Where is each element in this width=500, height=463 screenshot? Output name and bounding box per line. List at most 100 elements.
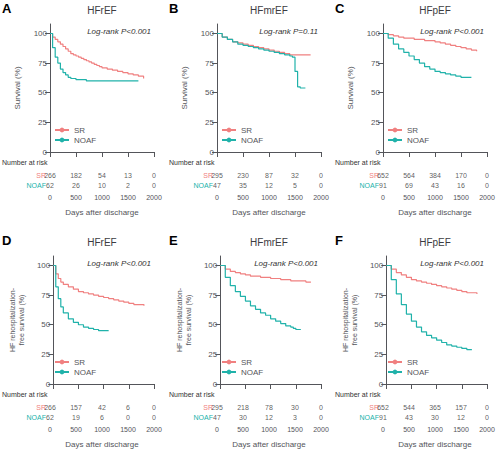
svg-text:91: 91 [379, 182, 387, 189]
svg-text:NOAF: NOAF [193, 413, 212, 420]
svg-text:78: 78 [265, 403, 273, 410]
svg-text:1000: 1000 [261, 194, 277, 201]
svg-text:50: 50 [41, 320, 50, 329]
svg-text:384: 384 [429, 172, 441, 179]
svg-text:182: 182 [70, 172, 82, 179]
svg-text:47: 47 [213, 182, 221, 189]
svg-text:500: 500 [403, 426, 415, 433]
svg-text:69: 69 [405, 182, 413, 189]
svg-text:10: 10 [98, 182, 106, 189]
svg-text:2000: 2000 [146, 194, 162, 201]
svg-text:HFpEF: HFpEF [419, 236, 451, 247]
svg-text:25: 25 [208, 349, 217, 358]
svg-text:1500: 1500 [287, 426, 303, 433]
svg-text:Days after discharge: Days after discharge [399, 208, 473, 217]
svg-text:HF rehospitalization-: HF rehospitalization- [342, 287, 350, 352]
svg-text:HFmrEF: HFmrEF [250, 236, 288, 247]
svg-text:Log-rank P<0.001: Log-rank P<0.001 [254, 258, 318, 267]
svg-text:free survival (%): free survival (%) [185, 294, 193, 345]
svg-text:0: 0 [319, 182, 323, 189]
svg-text:HF rehospitalization-: HF rehospitalization- [176, 287, 184, 352]
svg-text:87: 87 [265, 172, 273, 179]
svg-text:1000: 1000 [261, 426, 277, 433]
svg-text:D: D [2, 233, 11, 248]
svg-text:0: 0 [319, 172, 323, 179]
svg-text:Number at risk: Number at risk [335, 159, 381, 166]
svg-text:500: 500 [70, 194, 82, 201]
svg-text:0: 0 [48, 194, 52, 201]
svg-text:NOAF: NOAF [27, 413, 46, 420]
svg-text:Log-rank P<0.001: Log-rank P<0.001 [421, 258, 485, 267]
svg-text:43: 43 [405, 413, 413, 420]
svg-text:2000: 2000 [480, 426, 496, 433]
svg-text:100: 100 [204, 260, 218, 269]
svg-text:NOAF: NOAF [360, 413, 379, 420]
svg-text:25: 25 [371, 118, 380, 127]
svg-text:62: 62 [46, 413, 54, 420]
svg-text:0: 0 [126, 413, 130, 420]
svg-text:54: 54 [98, 172, 106, 179]
svg-text:652: 652 [377, 403, 389, 410]
svg-text:NOAF: NOAF [241, 367, 263, 376]
svg-text:19: 19 [72, 413, 80, 420]
svg-text:2000: 2000 [313, 194, 329, 201]
svg-text:0: 0 [485, 182, 489, 189]
svg-text:NOAF: NOAF [193, 182, 212, 189]
svg-text:NOAF: NOAF [74, 136, 96, 145]
svg-text:6: 6 [100, 413, 104, 420]
svg-text:30: 30 [239, 413, 247, 420]
svg-text:0: 0 [319, 403, 323, 410]
svg-text:Days after discharge: Days after discharge [65, 208, 139, 217]
svg-text:12: 12 [265, 413, 273, 420]
svg-text:13: 13 [124, 172, 132, 179]
svg-text:30: 30 [291, 403, 299, 410]
svg-text:0: 0 [48, 426, 52, 433]
svg-text:0: 0 [152, 182, 156, 189]
svg-text:F: F [335, 233, 343, 248]
svg-text:Survival (%): Survival (%) [180, 66, 189, 109]
svg-text:B: B [169, 1, 178, 16]
svg-text:0: 0 [46, 379, 51, 388]
svg-text:HFrEF: HFrEF [87, 236, 116, 247]
svg-text:HFpEF: HFpEF [419, 5, 451, 16]
svg-text:25: 25 [375, 349, 384, 358]
svg-text:E: E [169, 233, 178, 248]
svg-text:500: 500 [237, 426, 249, 433]
svg-text:544: 544 [403, 403, 415, 410]
svg-text:75: 75 [208, 290, 217, 299]
svg-text:NOAF: NOAF [407, 367, 429, 376]
svg-text:0: 0 [485, 403, 489, 410]
svg-text:2000: 2000 [146, 426, 162, 433]
svg-text:47: 47 [213, 413, 221, 420]
svg-text:75: 75 [41, 290, 50, 299]
svg-text:50: 50 [205, 88, 214, 97]
svg-text:Days after discharge: Days after discharge [65, 439, 139, 448]
svg-text:1500: 1500 [120, 426, 136, 433]
svg-text:295: 295 [211, 172, 223, 179]
svg-text:0: 0 [485, 172, 489, 179]
svg-text:25: 25 [205, 118, 214, 127]
svg-text:2: 2 [126, 182, 130, 189]
svg-text:2000: 2000 [313, 426, 329, 433]
svg-text:42: 42 [98, 403, 106, 410]
svg-text:1000: 1000 [428, 426, 444, 433]
svg-text:50: 50 [375, 320, 384, 329]
svg-text:1500: 1500 [287, 194, 303, 201]
svg-text:2000: 2000 [480, 194, 496, 201]
svg-text:Days after discharge: Days after discharge [232, 208, 306, 217]
svg-text:1000: 1000 [94, 194, 110, 201]
svg-text:0: 0 [376, 148, 381, 157]
svg-text:NOAF: NOAF [360, 182, 379, 189]
svg-text:16: 16 [457, 182, 465, 189]
svg-text:157: 157 [70, 403, 82, 410]
svg-text:Log-rank P<0.001: Log-rank P<0.001 [421, 27, 485, 36]
svg-text:Survival (%): Survival (%) [347, 66, 356, 109]
svg-text:365: 365 [429, 403, 441, 410]
svg-text:218: 218 [237, 403, 249, 410]
svg-text:100: 100 [34, 29, 48, 38]
svg-text:50: 50 [371, 88, 380, 97]
svg-text:5: 5 [293, 182, 297, 189]
svg-text:6: 6 [126, 403, 130, 410]
svg-text:1500: 1500 [454, 426, 470, 433]
svg-text:Number at risk: Number at risk [169, 391, 215, 398]
